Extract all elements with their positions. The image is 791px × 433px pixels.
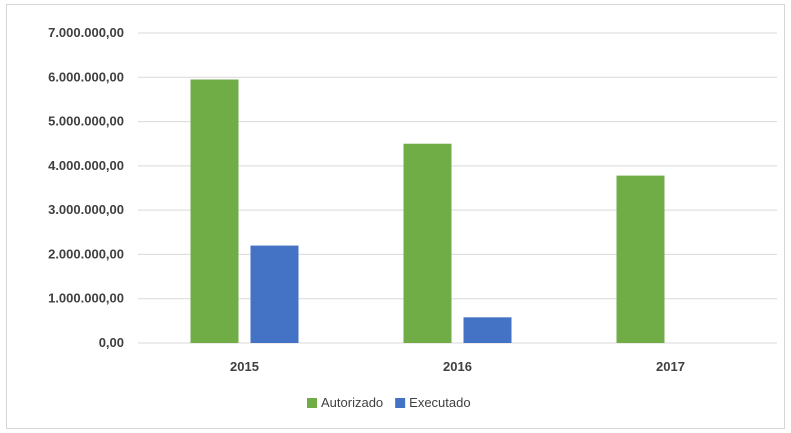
x-tick-label: 2015	[230, 359, 259, 374]
bars	[190, 79, 665, 343]
bar-autorizado-2016	[403, 143, 452, 343]
y-tick-label: 5.000.000,00	[48, 114, 124, 129]
y-tick-label: 1.000.000,00	[48, 291, 124, 306]
x-tick-label: 2017	[656, 359, 685, 374]
bar-autorizado-2015	[190, 79, 239, 343]
bar-autorizado-2017	[616, 175, 665, 343]
legend-label: Executado	[409, 395, 470, 410]
legend-label: Autorizado	[321, 395, 383, 410]
gridlines	[138, 32, 777, 344]
y-tick-label: 2.000.000,00	[48, 246, 124, 261]
y-axis-ticks: 0,00 1.000.000,00 2.000.000,00 3.000.000,00…	[48, 25, 124, 350]
bar-executado-2015	[250, 245, 299, 343]
bar-chart: 0,00 1.000.000,00 2.000.000,00 3.000.000,00…	[48, 25, 777, 410]
chart-frame: 0,00 1.000.000,00 2.000.000,00 3.000.000,00…	[6, 4, 785, 429]
y-tick-label: 4.000.000,00	[48, 158, 124, 173]
x-tick-label: 2016	[443, 359, 472, 374]
x-axis-ticks: 2015 2016 2017	[230, 359, 685, 374]
y-tick-label: 6.000.000,00	[48, 69, 124, 84]
y-tick-label: 3.000.000,00	[48, 202, 124, 217]
legend: Autorizado Executado	[307, 395, 471, 410]
y-tick-label: 0,00	[99, 335, 124, 350]
bar-executado-2016	[463, 317, 512, 343]
legend-swatch-autorizado	[307, 398, 317, 408]
legend-swatch-executado	[395, 398, 406, 408]
y-tick-label: 7.000.000,00	[48, 25, 124, 40]
